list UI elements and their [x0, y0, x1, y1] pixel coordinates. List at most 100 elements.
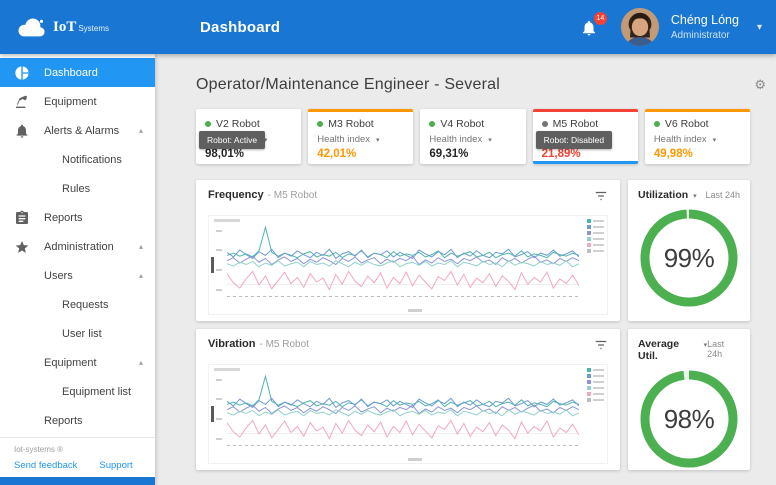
clipboard-icon [14, 210, 30, 226]
sidebar-item-label: Requests [62, 298, 109, 311]
legend-entry [587, 231, 604, 235]
gauge-value: 99% [663, 242, 715, 273]
dashboard-heading: Operator/Maintenance Engineer - Several [196, 76, 500, 93]
status-tooltip: Robot: Active [199, 131, 266, 149]
robot-card-v4-robot[interactable]: V4 Robot Health index ▾ 69,31% [420, 109, 526, 164]
metric-dropdown[interactable]: Health index ▾ [654, 134, 741, 145]
gauge-title[interactable]: Average Util. [638, 338, 680, 362]
status-dot [541, 121, 548, 127]
robot-card-m3-robot[interactable]: M3 Robot Health index ▾ 42,01% [308, 109, 414, 164]
avatar[interactable] [620, 8, 659, 46]
metric-value: 98,01% [205, 148, 245, 160]
filter-icon[interactable] [594, 189, 608, 208]
sidebar-item-label: Reports [44, 414, 83, 427]
notification-badge: 14 [593, 12, 607, 25]
sidebar-item-equipment-list[interactable]: Equipment list [0, 377, 155, 406]
sidebar-item-label: User list [62, 327, 102, 340]
gauge-value: 98% [663, 403, 715, 434]
chart-subtitle: - M5 Robot [259, 339, 309, 350]
robot-name: M3 Robot [328, 118, 374, 130]
send-feedback-link[interactable]: Send feedback [14, 460, 78, 471]
brand-suffix: Systems [78, 24, 110, 33]
user-name: Chéng Lóng [670, 13, 739, 27]
sidebar-item-equipment[interactable]: Equipment ▴ [0, 348, 155, 377]
legend-entry [587, 368, 604, 372]
chevron-down-icon: ▾ [263, 136, 268, 144]
chart-card-vibration: Vibration - M5 Robot [196, 329, 620, 470]
metric-dropdown[interactable]: Health index ▾ [317, 134, 404, 145]
gauge-card-utilization: Utilization ▾ Last 24h 99% [628, 180, 750, 321]
metric-label: Health index [653, 134, 707, 145]
chevron-down-icon[interactable]: ▾ [703, 342, 708, 349]
sidebar-item-rules[interactable]: Rules [0, 174, 155, 203]
legend-entry [587, 219, 604, 223]
robot-cards-row: V2 Robot Health index ▾ 98,01%Robot: Active… [196, 109, 751, 164]
legend-entry [587, 398, 604, 402]
sidebar-bottom-strip [0, 477, 155, 485]
robot-name: M5 Robot [552, 118, 599, 130]
sidebar-item-label: Users [44, 269, 73, 282]
sidebar-item-user-list[interactable]: User list [0, 319, 155, 348]
metric-value: 21,89% [541, 148, 581, 160]
chart-legend [587, 368, 604, 402]
legend-entry [587, 374, 604, 378]
sidebar-item-label: Equipment [44, 356, 97, 369]
gauge-period: Last 24h [705, 190, 740, 200]
sidebar-item-alerts-alarms[interactable]: Alerts & Alarms ▴ [0, 116, 155, 145]
robot-card-v6-robot[interactable]: V6 Robot Health index ▾ 49,98% [644, 109, 751, 164]
avatar-photo [620, 8, 659, 46]
metric-value: 49,98% [653, 148, 693, 160]
status-dot [317, 121, 324, 127]
sidebar-item-equipment[interactable]: Equipment [0, 87, 155, 116]
user-menu-chevron-icon[interactable]: ▾ [756, 21, 762, 33]
charts-column: Frequency - M5 Robot Vibration - M5 Robo… [196, 180, 620, 470]
plot-area [208, 215, 608, 315]
sidebar-item-label: Reports [44, 211, 83, 224]
legend-entry [587, 243, 604, 247]
status-tooltip: Robot: Disabled [535, 131, 613, 149]
chart-subtitle: - M5 Robot [267, 190, 318, 201]
status-dot [205, 121, 211, 127]
status-dot [653, 121, 660, 127]
copyright: Iot-systems ® [14, 445, 64, 454]
star-icon [14, 239, 30, 255]
chevron-down-icon: ▾ [712, 136, 717, 144]
sidebar-item-label: Dashboard [44, 66, 98, 79]
sidebar-item-requests[interactable]: Requests [0, 290, 155, 319]
main-content: Operator/Maintenance Engineer - Several … [155, 54, 776, 485]
sidebar-item-dashboard[interactable]: Dashboard [0, 58, 155, 87]
topbar: IoT Systems Dashboard 14 Chéng Lóng Admin… [0, 0, 776, 54]
chart-title: Vibration [208, 338, 256, 350]
gauge-ring: 99% [638, 207, 740, 309]
chevron-down-icon: ▾ [376, 136, 380, 144]
sidebar-item-notifications[interactable]: Notifications [0, 145, 155, 174]
sidebar-item-label: Equipment [44, 95, 97, 108]
user-role: Administrator [670, 30, 730, 41]
robot-name: V2 Robot [216, 118, 260, 130]
status-dot [429, 121, 436, 127]
gauge-title[interactable]: Utilization [638, 189, 689, 201]
chart-card-frequency: Frequency - M5 Robot [196, 180, 620, 321]
chevron-up-icon: ▴ [138, 242, 143, 251]
page-title: Dashboard [200, 18, 281, 36]
sidebar-item-administration[interactable]: Administration ▴ [0, 232, 155, 261]
cloud-logo-icon [16, 17, 46, 38]
bell-icon [14, 123, 30, 139]
sidebar-nav: Dashboard Equipment Alerts & Alarms ▴ Notifi… [0, 54, 155, 435]
filter-icon[interactable] [594, 338, 608, 357]
sidebar-item-users[interactable]: Users ▴ [0, 261, 155, 290]
notifications-button[interactable]: 14 [579, 12, 607, 40]
support-link[interactable]: Support [99, 460, 133, 471]
sidebar-item-reports[interactable]: Reports [0, 406, 155, 435]
legend-entry [587, 225, 604, 229]
settings-gear-icon[interactable]: ⚙ [754, 77, 766, 92]
chart-title: Frequency [208, 189, 264, 201]
metric-label: Health index [317, 134, 371, 145]
chevron-down-icon[interactable]: ▾ [693, 193, 697, 200]
sidebar-item-label: Alerts & Alarms [44, 124, 120, 137]
metric-dropdown[interactable]: Health index ▾ [429, 134, 516, 145]
gauge-ring: 98% [638, 368, 740, 470]
sidebar-item-reports[interactable]: Reports [0, 203, 155, 232]
